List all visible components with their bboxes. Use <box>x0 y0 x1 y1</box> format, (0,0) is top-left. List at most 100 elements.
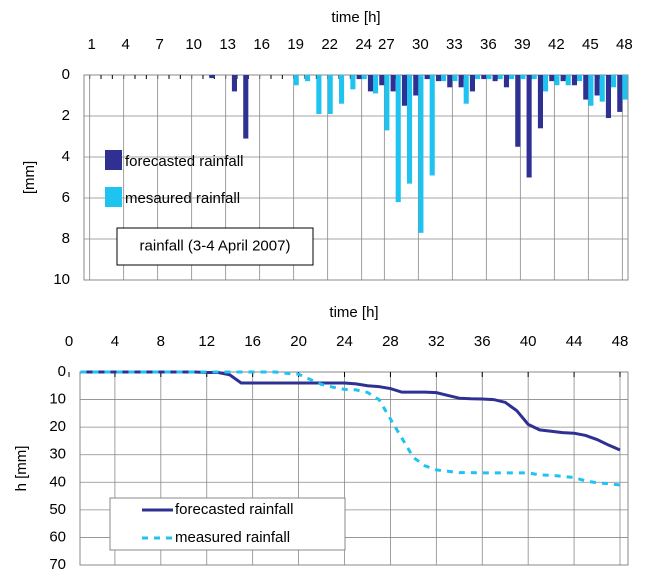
bar <box>622 75 628 100</box>
bar <box>605 75 611 119</box>
data-line <box>80 370 621 452</box>
x-tick-label: 8 <box>157 333 165 350</box>
bar <box>390 75 396 92</box>
bar <box>441 75 447 82</box>
bar <box>361 75 367 80</box>
bar <box>429 75 435 176</box>
legend-label: mesaured rainfall <box>125 190 240 207</box>
x-tick-label: 4 <box>111 333 119 350</box>
x-tick-label: 36 <box>474 333 491 350</box>
legend-label: measured rainfall <box>175 529 290 546</box>
y-tick-label: 60 <box>49 528 66 545</box>
x-tick-label: 16 <box>253 36 270 53</box>
bar <box>486 75 492 80</box>
bar <box>373 75 379 94</box>
y-tick-label: 8 <box>62 230 70 247</box>
bar <box>509 75 515 80</box>
x-tick-label: 7 <box>155 36 163 53</box>
bar <box>492 75 498 82</box>
bar <box>350 75 356 90</box>
y-tick-label: 20 <box>49 418 66 435</box>
bar <box>481 75 487 80</box>
legend-swatch <box>105 187 122 207</box>
x-tick-label: 19 <box>287 36 304 53</box>
x-tick-label: 22 <box>321 36 338 53</box>
x-tick-label: 33 <box>446 36 463 53</box>
bar <box>209 75 215 79</box>
bar <box>520 75 526 80</box>
x-tick-label: 48 <box>616 36 633 53</box>
y-tick-label: 50 <box>49 501 66 518</box>
bar <box>599 75 605 102</box>
y-tick-label: 70 <box>49 556 66 572</box>
x-tick-label: 24 <box>355 36 372 53</box>
x-tick-label: 39 <box>514 36 531 53</box>
bar <box>435 75 441 82</box>
bar <box>526 75 532 178</box>
x-tick-label: 12 <box>198 333 215 350</box>
bar <box>554 75 560 86</box>
bar <box>515 75 521 147</box>
bar <box>327 75 333 114</box>
bar <box>571 75 577 86</box>
x-tick-label: 4 <box>121 36 129 53</box>
bar <box>293 75 299 86</box>
x-tick-label: 0 <box>65 333 73 350</box>
x-tick-label: 40 <box>520 333 537 350</box>
bar <box>316 75 322 114</box>
y-tick-label: 30 <box>49 446 66 463</box>
x-tick-label: 10 <box>185 36 202 53</box>
bar <box>384 75 390 131</box>
bar <box>503 75 509 88</box>
bar <box>583 75 589 100</box>
x-tick-label: 16 <box>244 333 261 350</box>
bar <box>497 75 503 80</box>
bar <box>243 75 249 139</box>
bar <box>356 75 362 80</box>
y-tick-label: 10 <box>49 391 66 408</box>
annotation-box <box>116 227 314 266</box>
y-tick-label: 40 <box>49 473 66 490</box>
legend-label: forecasted rainfall <box>175 501 293 518</box>
x-tick-label: 24 <box>336 333 353 350</box>
legend-swatch <box>105 150 122 170</box>
bar <box>379 75 385 86</box>
y-tick-label: 10 <box>53 271 70 288</box>
bar <box>458 75 464 88</box>
bar <box>565 75 571 86</box>
bar <box>475 75 481 80</box>
bar <box>418 75 424 233</box>
y-axis-label: h [mm] <box>13 446 30 492</box>
x-tick-label: 45 <box>582 36 599 53</box>
y-tick-label: 6 <box>62 189 70 206</box>
bar <box>560 75 566 82</box>
bar <box>367 75 373 92</box>
bar <box>305 75 311 82</box>
x-tick-label: 20 <box>290 333 307 350</box>
y-tick-label: 0 <box>62 66 70 83</box>
bar <box>452 75 458 82</box>
x-tick-label: 28 <box>382 333 399 350</box>
data-line <box>80 370 621 487</box>
y-tick-label: 0 <box>58 363 66 380</box>
x-tick-label: 13 <box>219 36 236 53</box>
bar <box>401 75 407 106</box>
y-tick-label: 4 <box>62 148 70 165</box>
bar <box>424 75 430 80</box>
y-axis-label: [mm] <box>21 161 38 194</box>
bar <box>413 75 419 96</box>
bar <box>231 75 237 92</box>
bar <box>469 75 475 92</box>
x-tick-label: 36 <box>480 36 497 53</box>
bar <box>543 75 549 92</box>
bar <box>395 75 401 203</box>
x-tick-label: 42 <box>548 36 565 53</box>
bar <box>594 75 600 96</box>
x-tick-label: 32 <box>428 333 445 350</box>
bar <box>577 75 583 82</box>
x-tick-label: 48 <box>612 333 629 350</box>
x-tick-label: 1 <box>87 36 95 53</box>
bar <box>447 75 453 88</box>
bar <box>588 75 594 106</box>
